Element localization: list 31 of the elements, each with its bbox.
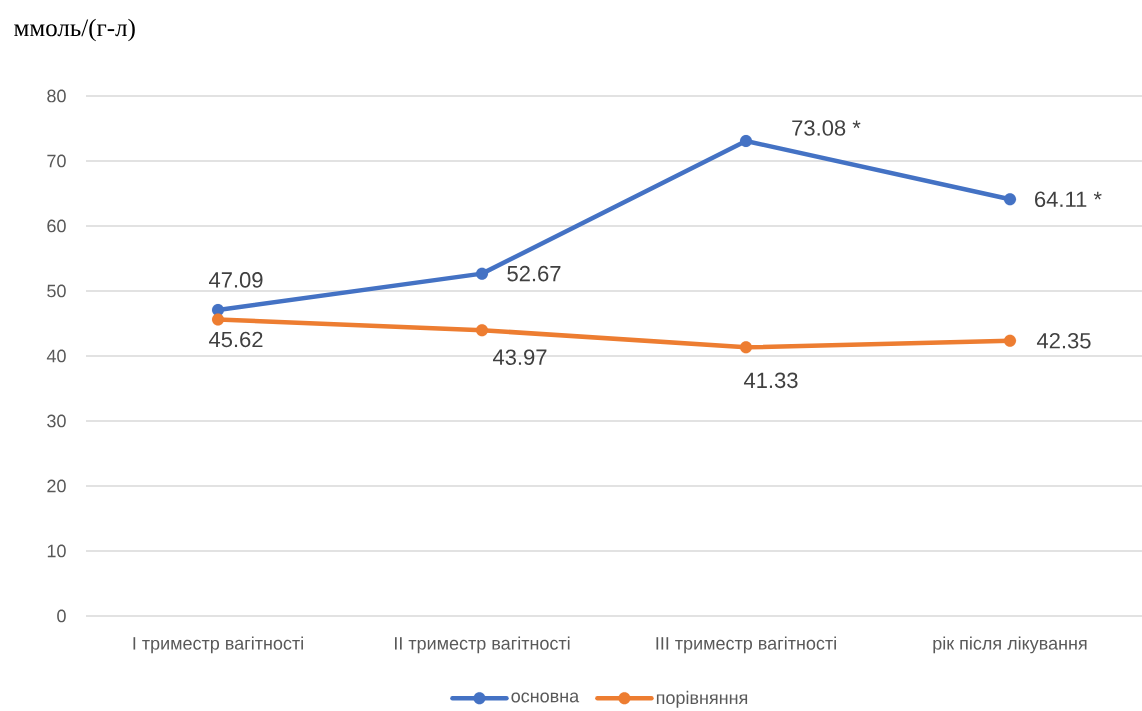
y-axis-title: ммоль/(г-л) <box>14 18 135 42</box>
point <box>739 134 753 148</box>
point <box>739 341 753 354</box>
x-tick-label: ІІІ триместр вагітності <box>656 636 836 654</box>
data-label: 47.09 <box>208 272 263 288</box>
data-label: 73.08 * <box>792 120 861 136</box>
data-label: 45.62 <box>208 331 263 348</box>
y-tick-label: 30 <box>47 414 66 428</box>
data-label: 42.35 <box>1036 332 1091 349</box>
point <box>211 313 225 326</box>
x-tick-label: І триместр вагітності <box>133 636 303 654</box>
y-tick-label: 50 <box>47 284 66 298</box>
y-tick-label: 60 <box>47 219 66 233</box>
x-tick-label: рік після лікування <box>933 636 1087 654</box>
y-tick-label: 10 <box>47 544 66 558</box>
y-tick-label: 20 <box>47 479 66 493</box>
point <box>1003 334 1017 347</box>
legend-label: порівняння <box>656 690 748 708</box>
x-tick-label: ІІ триместр вагітності <box>395 636 570 654</box>
point <box>475 324 489 337</box>
y-tick-label: 40 <box>46 349 66 363</box>
legend-label: основна <box>511 692 580 703</box>
data-label: 41.33 <box>743 372 798 389</box>
y-tick-label: 80 <box>47 89 66 103</box>
data-label: 43.97 <box>492 349 547 365</box>
point <box>1003 193 1017 206</box>
y-tick-label: 0 <box>57 609 66 623</box>
data-label: 52.67 <box>507 265 561 282</box>
data-label: 64.11 * <box>1035 191 1102 208</box>
point <box>475 267 489 280</box>
y-tick-label: 70 <box>47 154 66 168</box>
